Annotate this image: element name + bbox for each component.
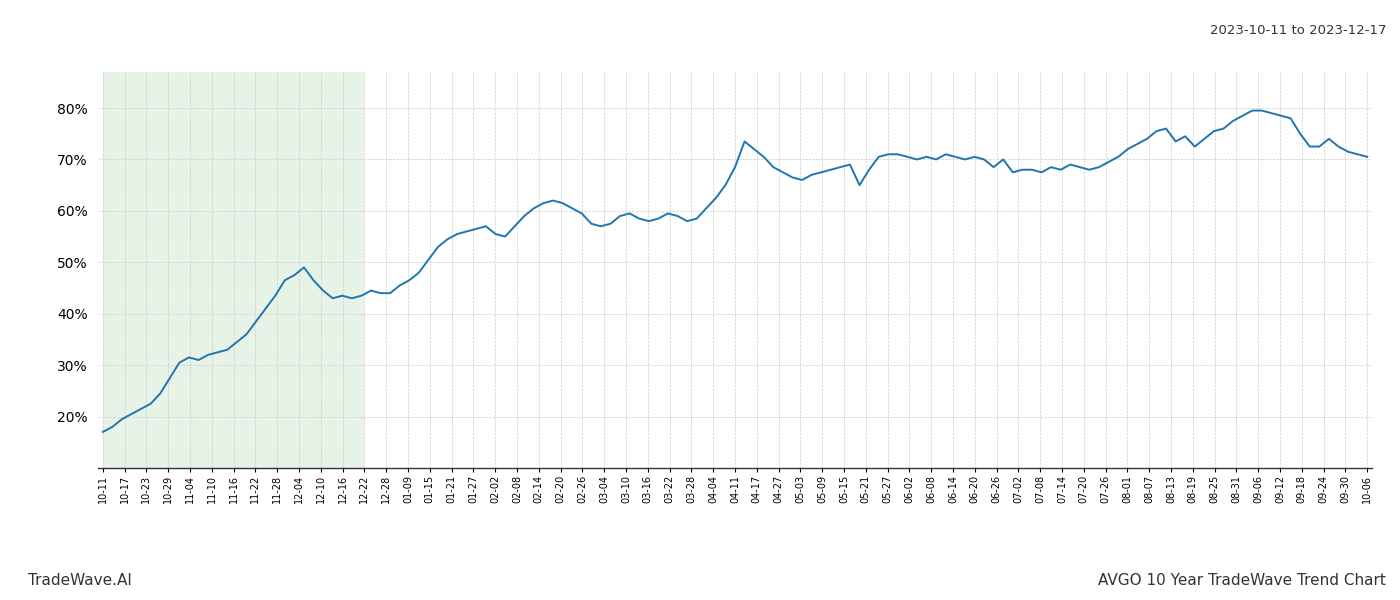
Bar xyxy=(102,72,364,468)
Text: 2023-10-11 to 2023-12-17: 2023-10-11 to 2023-12-17 xyxy=(1210,24,1386,37)
Text: TradeWave.AI: TradeWave.AI xyxy=(28,573,132,588)
Text: AVGO 10 Year TradeWave Trend Chart: AVGO 10 Year TradeWave Trend Chart xyxy=(1098,573,1386,588)
